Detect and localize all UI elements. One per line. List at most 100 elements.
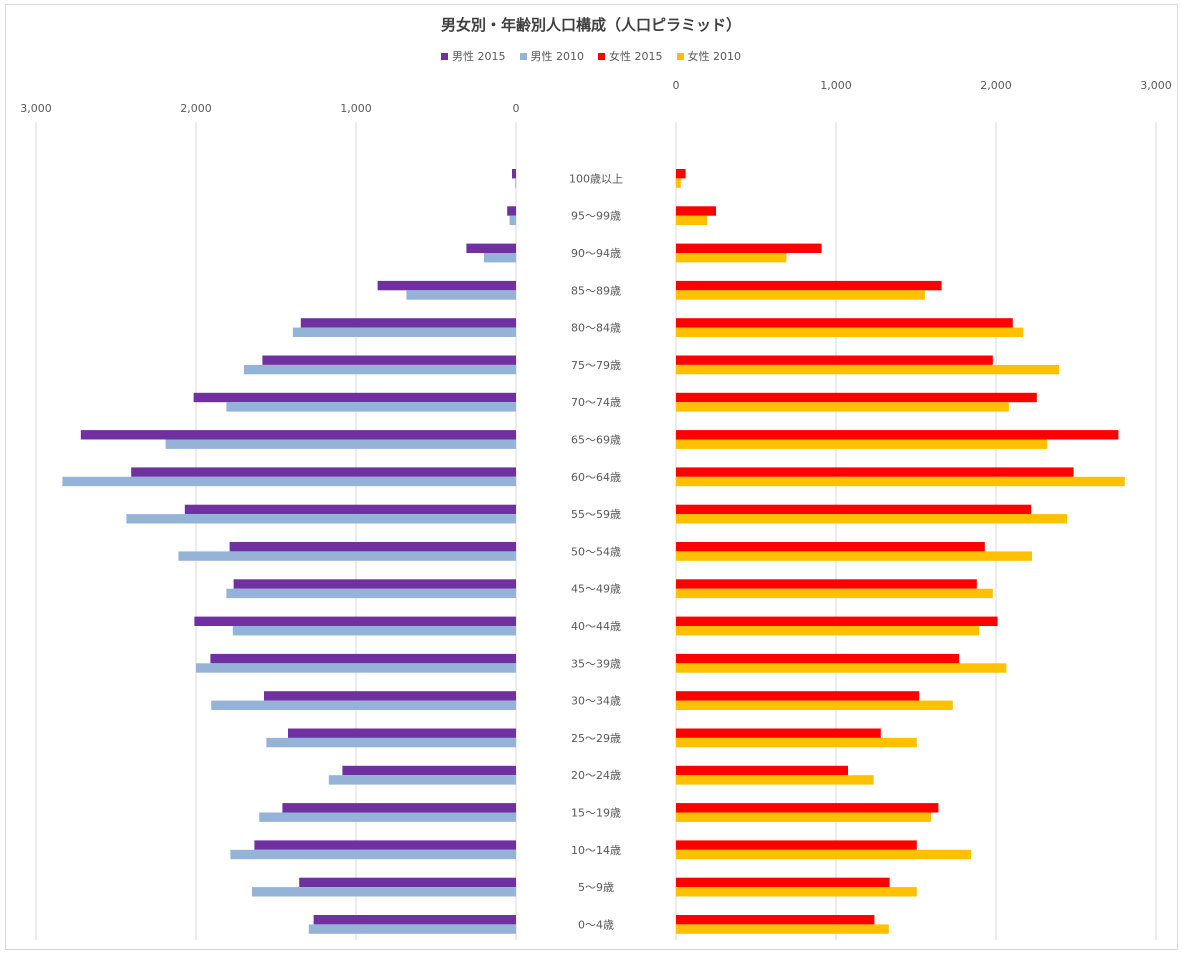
right-tick-label: 0 bbox=[673, 79, 680, 92]
female-2015-bar bbox=[676, 691, 920, 701]
age-group-label: 35〜39歳 bbox=[571, 657, 621, 670]
age-group-label: 55〜59歳 bbox=[571, 508, 621, 521]
male-2015-bar bbox=[342, 765, 516, 776]
female-2015-bar bbox=[676, 430, 1119, 440]
age-group-label: 5〜9歳 bbox=[578, 881, 614, 894]
male-2015-bar bbox=[264, 691, 516, 701]
female-2010-bar bbox=[676, 700, 953, 710]
female-2010-bar bbox=[676, 887, 917, 897]
age-group-label: 0〜4歳 bbox=[578, 918, 614, 931]
chart-legend: 男性 2015 男性 2010 女性 2015 女性 2010 bbox=[0, 48, 1182, 64]
male-2010-bar bbox=[266, 737, 516, 748]
male-2010-bar bbox=[196, 663, 516, 673]
male-2015-bar bbox=[313, 915, 516, 925]
legend-label-male-2010: 男性 2010 bbox=[530, 50, 585, 63]
left-tick-label: 0 bbox=[513, 102, 520, 115]
female-2010-bar bbox=[676, 178, 681, 188]
male-2010-bar bbox=[509, 215, 516, 226]
female-2015-bar bbox=[676, 653, 960, 664]
age-group-label: 60〜64歳 bbox=[571, 471, 621, 484]
female-2015-bar bbox=[676, 206, 716, 216]
male-2015-bar bbox=[210, 653, 516, 664]
male-2010-bar bbox=[232, 626, 517, 636]
legend-item-male-2010: 男性 2010 bbox=[519, 48, 585, 64]
female-2010-bar bbox=[676, 290, 925, 300]
female-2015-bar bbox=[676, 616, 998, 626]
male-2010-bar bbox=[484, 253, 516, 263]
female-2010-bar bbox=[676, 514, 1068, 524]
female-2015-bar bbox=[676, 504, 1032, 515]
male-2010-bar bbox=[211, 700, 516, 710]
male-2015-bar bbox=[229, 542, 516, 552]
male-2010-bar bbox=[178, 551, 516, 561]
female-2015-bar bbox=[676, 467, 1074, 477]
age-group-label: 70〜74歳 bbox=[571, 396, 621, 409]
male-2010-bar bbox=[515, 178, 516, 188]
female-2010-bar bbox=[676, 551, 1032, 561]
legend-swatch-male-2015 bbox=[441, 52, 448, 60]
legend-label-female-2010: 女性 2010 bbox=[687, 50, 742, 63]
female-2010-bar bbox=[676, 588, 993, 599]
female-2010-bar bbox=[676, 364, 1060, 375]
right-tick-label: 2,000 bbox=[980, 79, 1012, 92]
male-2015-bar bbox=[288, 728, 516, 738]
age-group-label: 90〜94歳 bbox=[571, 247, 621, 260]
male-2015-bar bbox=[282, 803, 516, 813]
legend-swatch-female-2015 bbox=[598, 52, 605, 60]
male-2010-bar bbox=[292, 327, 516, 337]
male-2010-bar bbox=[328, 775, 516, 785]
male-2015-bar bbox=[194, 616, 516, 626]
male-2015-bar bbox=[262, 355, 516, 365]
female-2015-bar bbox=[676, 877, 890, 888]
male-2015-bar bbox=[507, 206, 516, 216]
left-tick-label: 3,000 bbox=[20, 102, 52, 115]
male-2015-bar bbox=[512, 169, 516, 179]
male-2010-bar bbox=[244, 364, 516, 375]
right-tick-label: 1,000 bbox=[820, 79, 852, 92]
female-2015-bar bbox=[676, 728, 881, 738]
age-group-label: 80〜84歳 bbox=[571, 322, 621, 335]
female-2015-bar bbox=[676, 169, 686, 179]
female-2010-bar bbox=[676, 775, 874, 785]
male-2015-bar bbox=[184, 504, 517, 515]
age-group-label: 100歳以上 bbox=[569, 172, 623, 185]
male-2010-bar bbox=[165, 439, 516, 449]
female-2015-bar bbox=[676, 280, 942, 291]
male-2015-bar bbox=[193, 392, 516, 403]
legend-swatch-female-2010 bbox=[676, 52, 684, 60]
female-2015-bar bbox=[676, 542, 985, 552]
female-2015-bar bbox=[676, 579, 977, 589]
age-group-label: 10〜14歳 bbox=[571, 844, 621, 857]
female-2015-bar bbox=[676, 803, 939, 813]
left-tick-label: 1,000 bbox=[340, 102, 372, 115]
female-2010-bar bbox=[676, 327, 1024, 337]
male-2015-bar bbox=[254, 840, 516, 850]
legend-swatch-male-2010 bbox=[519, 52, 527, 60]
male-2015-bar bbox=[131, 467, 516, 477]
female-2010-bar bbox=[676, 626, 980, 636]
age-group-label: 45〜49歳 bbox=[571, 583, 621, 596]
right-tick-label: 3,000 bbox=[1140, 79, 1172, 92]
female-2010-bar bbox=[676, 663, 1007, 673]
female-2010-bar bbox=[676, 402, 1009, 412]
male-2015-bar bbox=[299, 877, 516, 888]
female-2015-bar bbox=[676, 355, 993, 365]
female-2015-bar bbox=[676, 840, 917, 850]
female-2010-bar bbox=[676, 476, 1125, 487]
female-2010-bar bbox=[676, 812, 932, 822]
male-2010-bar bbox=[230, 849, 516, 860]
age-group-label: 40〜44歳 bbox=[571, 620, 621, 633]
female-2015-bar bbox=[676, 392, 1037, 403]
male-2010-bar bbox=[62, 476, 517, 487]
legend-item-male-2015: 男性 2015 bbox=[441, 48, 506, 64]
female-2015-bar bbox=[676, 915, 875, 925]
male-2010-bar bbox=[226, 588, 516, 599]
female-2010-bar bbox=[676, 849, 972, 860]
male-2010-bar bbox=[259, 812, 516, 822]
male-2010-bar bbox=[406, 290, 516, 300]
legend-item-female-2015: 女性 2015 bbox=[598, 48, 663, 64]
age-group-label: 85〜89歳 bbox=[571, 284, 621, 297]
male-2010-bar bbox=[308, 924, 516, 934]
chart-title: 男女別・年齢別人口構成（人口ピラミッド） bbox=[440, 16, 741, 34]
